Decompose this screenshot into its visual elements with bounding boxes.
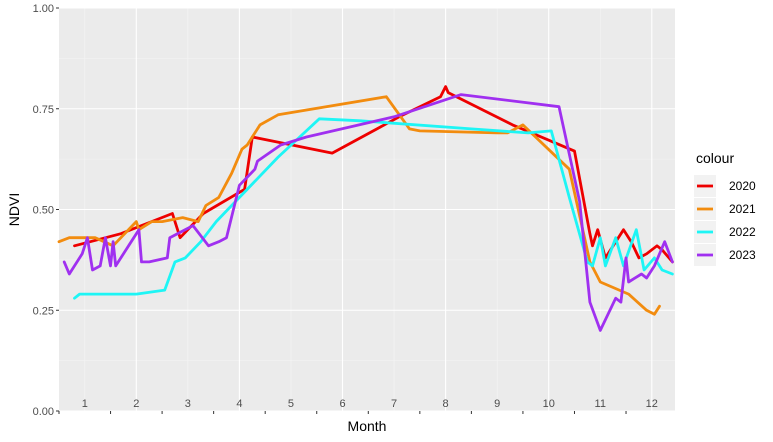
series-lines: [57, 85, 674, 332]
legend-label-2021: 2021: [729, 202, 756, 216]
major-gridlines: [59, 7, 675, 412]
y-axis: 0.00 0.25 0.50 0.75 1.00: [33, 3, 59, 418]
x-category-label: 3: [185, 398, 191, 410]
y-tick-label: 0.50: [33, 205, 54, 217]
y-tick-label: 1.00: [33, 3, 54, 15]
x-category-label: 9: [494, 398, 500, 410]
x-category-label: 10: [543, 398, 555, 410]
legend-label-2022: 2022: [729, 225, 756, 239]
x-axis: 1 2 3 4 5 6 7 8 9 10 11 12: [58, 398, 658, 414]
x-category-label: 4: [236, 398, 242, 410]
series-line-2022: [73, 117, 674, 300]
x-category-label: 5: [288, 398, 294, 410]
y-tick-label: 0.25: [33, 305, 54, 317]
y-axis-title: NDVI: [6, 193, 22, 226]
x-category-label: 8: [443, 398, 449, 410]
x-category-label: 1: [82, 398, 88, 410]
legend-label-2020: 2020: [729, 179, 756, 193]
series-line-2023: [62, 93, 674, 332]
x-category-label: 2: [133, 398, 139, 410]
x-category-label: 12: [646, 398, 658, 410]
x-category-label: 7: [391, 398, 397, 410]
legend-title: colour: [696, 150, 734, 166]
x-axis-title: Month: [348, 418, 387, 434]
legend-label-2023: 2023: [729, 248, 756, 262]
y-tick-label: 0.75: [33, 104, 54, 116]
legend: colour 2020 2021 2022 2023: [694, 150, 756, 266]
y-tick-label: 0.00: [33, 406, 54, 418]
x-category-label: 11: [595, 398, 606, 410]
x-category-label: 6: [339, 398, 345, 410]
